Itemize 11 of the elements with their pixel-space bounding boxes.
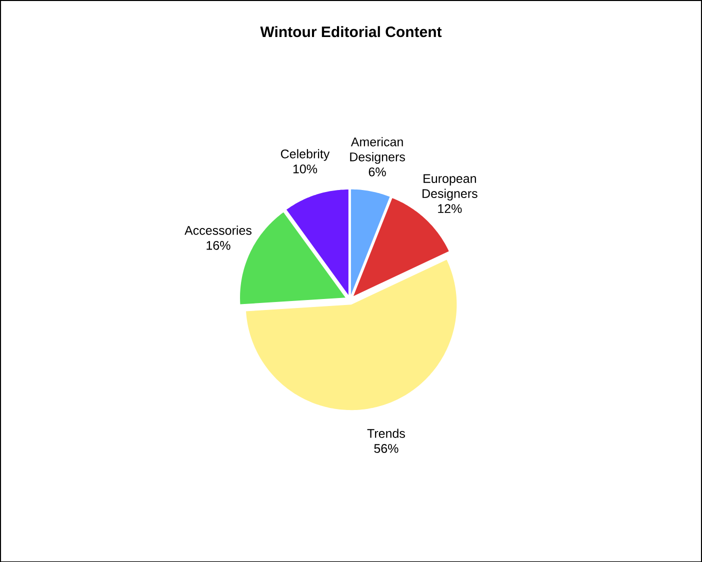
data-label: 16% — [206, 240, 230, 250]
data-label: 6% — [368, 167, 386, 176]
data-label: 56% — [374, 444, 398, 453]
slice-label: Trends — [367, 428, 405, 438]
slice-label: Accessories — [184, 225, 252, 235]
data-label: 10% — [293, 164, 318, 174]
chart-title: Wintour Editorial Content — [260, 26, 442, 37]
slice-label: European Designers — [422, 174, 478, 200]
slice-label: American Designers — [350, 136, 405, 164]
slice-label: Celebrity — [280, 148, 330, 161]
data-label: 12% — [438, 204, 462, 213]
